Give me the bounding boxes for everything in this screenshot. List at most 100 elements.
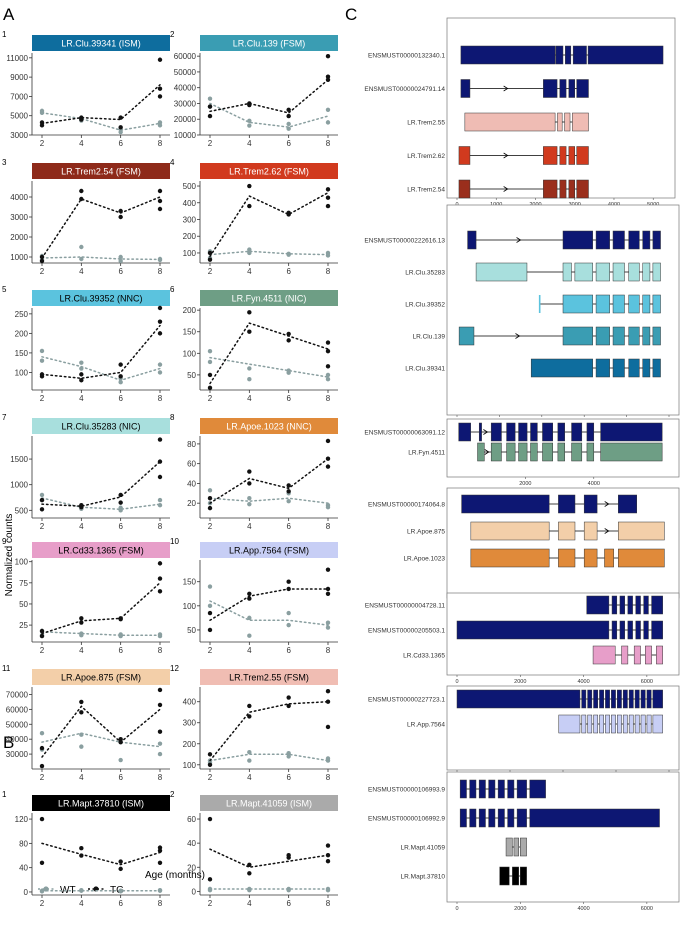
data-point-wt bbox=[247, 501, 252, 507]
exon bbox=[478, 808, 486, 828]
exon bbox=[583, 494, 598, 514]
exon bbox=[562, 294, 593, 314]
transcript-row: LR.Clu.139 bbox=[412, 326, 661, 346]
data-point-tg bbox=[157, 331, 163, 336]
data-point-tg bbox=[157, 94, 163, 99]
data-point-tg bbox=[247, 203, 252, 209]
exon bbox=[458, 146, 471, 165]
exon bbox=[581, 714, 587, 734]
y-tick-label: 25 bbox=[19, 621, 28, 630]
exon bbox=[595, 262, 610, 282]
strand-arrow bbox=[604, 501, 610, 507]
data-point-tg bbox=[118, 739, 123, 745]
x-tick-label: 2 bbox=[40, 522, 45, 531]
data-point-wt bbox=[247, 118, 252, 124]
chart-header bbox=[200, 290, 338, 306]
x-tick-label: 4 bbox=[79, 394, 84, 403]
y-tick-label: 80 bbox=[187, 440, 196, 449]
data-point-wt bbox=[286, 751, 291, 756]
y-tick-label: 500 bbox=[15, 506, 29, 515]
transcript-row: ENSMUST00000205503.1 bbox=[368, 620, 663, 640]
x-tick-label: 4 bbox=[247, 773, 252, 782]
x-tick-label: 2 bbox=[208, 773, 213, 782]
exon bbox=[568, 146, 575, 165]
chart-a-9: 9 LR.Cd33.1365 (FSM) 25 50 75 100 2 4 6 8 bbox=[2, 537, 170, 655]
transcript-label: LR.Trem2.55 bbox=[407, 120, 445, 127]
data-point-tg bbox=[286, 695, 291, 700]
y-tick-label: 50 bbox=[187, 626, 196, 635]
exon bbox=[627, 595, 633, 615]
exon bbox=[604, 548, 614, 568]
x-tick-label: 4 bbox=[79, 139, 84, 148]
exon bbox=[478, 422, 482, 442]
exon bbox=[642, 358, 651, 378]
transcript-row: LR.Mapt.41059 bbox=[401, 837, 527, 857]
panel-label-a: A bbox=[3, 5, 15, 24]
chart-number: 3 bbox=[2, 158, 7, 167]
x-tick-label: 4 bbox=[247, 899, 252, 908]
y-tick-label: 30000 bbox=[6, 750, 29, 759]
data-point-wt bbox=[325, 377, 331, 382]
chart-a-3: 3 LR.Trem2.54 (FSM) 1000 2000 3000 4000 2 4 6 8 bbox=[2, 158, 170, 276]
chart-title: LR.Clu.39341 (ISM) bbox=[61, 39, 141, 49]
chart-title: LR.Fyn.4511 (NIC) bbox=[232, 294, 307, 304]
exon bbox=[542, 442, 553, 462]
trend-line-tg bbox=[41, 842, 161, 866]
exon bbox=[651, 595, 663, 615]
exon bbox=[642, 230, 651, 250]
exon bbox=[627, 620, 633, 640]
data-point-tg bbox=[157, 729, 163, 734]
y-tick-label: 40000 bbox=[6, 735, 29, 744]
trend-line-tg bbox=[209, 588, 329, 622]
data-point-wt bbox=[286, 610, 291, 616]
transcript-row: LR.Apoe.1023 bbox=[403, 548, 665, 568]
exon bbox=[470, 521, 550, 541]
exon bbox=[459, 808, 467, 828]
exon bbox=[576, 179, 589, 199]
exon bbox=[557, 112, 563, 132]
data-point-wt bbox=[247, 123, 252, 128]
x-tick-label: 4 bbox=[247, 139, 252, 148]
data-point-tg bbox=[157, 198, 163, 204]
exon bbox=[587, 45, 664, 65]
trend-line-tg bbox=[41, 582, 161, 635]
data-point-wt bbox=[286, 887, 291, 893]
transcript-row: ENSMUST00000024791.14 bbox=[364, 79, 589, 98]
chart-title: LR.Cd33.1365 (FSM) bbox=[58, 546, 144, 556]
exon bbox=[529, 808, 660, 828]
trend-line-wt bbox=[41, 112, 161, 131]
gene-x-tick-label: 0 bbox=[455, 906, 458, 912]
x-tick-label: 2 bbox=[40, 267, 45, 276]
exon bbox=[490, 422, 502, 442]
data-point-tg bbox=[325, 859, 331, 864]
x-tick-label: 2 bbox=[208, 139, 213, 148]
strand-arrow bbox=[604, 528, 610, 534]
data-point-wt bbox=[286, 499, 291, 504]
x-tick-label: 8 bbox=[326, 773, 331, 782]
data-point-wt bbox=[157, 257, 163, 263]
gene-x-tick-label: 2000 bbox=[514, 679, 526, 685]
chart-title: LR.Clu.35283 (NIC) bbox=[61, 422, 140, 432]
data-point-tg bbox=[157, 437, 163, 442]
exon bbox=[595, 358, 610, 378]
x-tick-label: 8 bbox=[158, 899, 163, 908]
chart-a-8: 8 LR.Apoe.1023 (NNC) 20 40 60 80 2 4 6 8 bbox=[170, 413, 338, 531]
chart-number: 12 bbox=[170, 664, 179, 673]
exon bbox=[543, 79, 558, 98]
y-tick-label: 1000 bbox=[10, 253, 28, 262]
x-axis-title: Age (months) bbox=[145, 870, 205, 881]
data-point-wt bbox=[118, 757, 123, 763]
exon bbox=[611, 595, 618, 615]
panel-label-c: C bbox=[345, 5, 357, 24]
exon bbox=[572, 112, 589, 132]
trend-line-wt bbox=[209, 600, 329, 626]
data-point-tg bbox=[247, 469, 252, 474]
exon bbox=[568, 179, 575, 199]
y-tick-label: 60 bbox=[187, 460, 196, 469]
transcript-row: ENSMUST00000004728.11 bbox=[365, 595, 663, 615]
data-point-wt bbox=[325, 504, 331, 510]
data-point-tg bbox=[207, 496, 213, 501]
x-tick-label: 8 bbox=[326, 394, 331, 403]
y-tick-label: 200 bbox=[183, 740, 197, 749]
gene-x-tick-label: 4000 bbox=[588, 481, 600, 487]
